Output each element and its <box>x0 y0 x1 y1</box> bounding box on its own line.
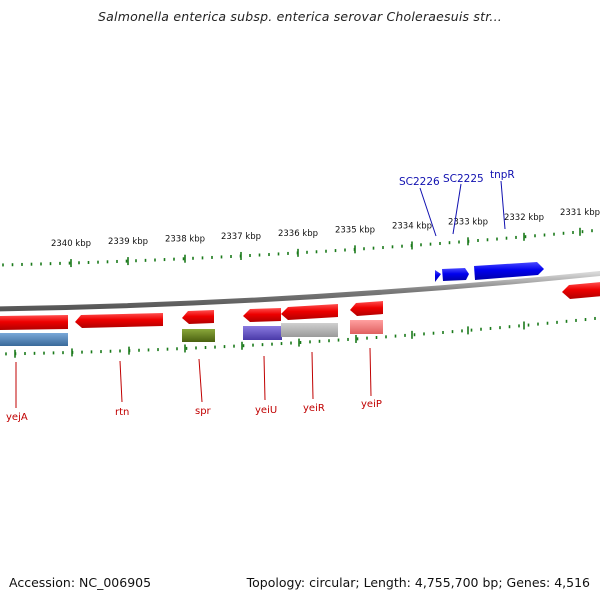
cog-bar-yeir <box>281 323 338 337</box>
leader-sc2226 <box>419 187 437 237</box>
gene-arrow-yeir[interactable] <box>281 304 338 320</box>
ruler-kbp-label: 2334 kbp <box>392 221 432 231</box>
gene-label-tnpr[interactable]: tnpR <box>490 169 515 181</box>
cog-bar-yeiu <box>243 326 282 340</box>
leader-yeiu <box>263 355 266 401</box>
lower-ruler <box>5 316 596 358</box>
gene-arrow-offscreen-right[interactable] <box>562 282 600 299</box>
cog-category-bars <box>0 320 383 346</box>
forward-genes <box>435 262 544 282</box>
cog-bar-yeja <box>0 333 68 346</box>
gene-labels: SC2226 SC2225 tnpR yejA rtn spr yeiU yei… <box>6 169 515 423</box>
ruler-kbp-label: 2332 kbp <box>504 213 544 223</box>
leader-rtn <box>119 360 123 403</box>
upper-ruler: 2340 kbp 2339 kbp 2338 kbp 2337 kbp 2336 kbp… <box>2 208 600 268</box>
gene-arrow-yeip[interactable] <box>350 301 383 316</box>
gene-arrow-yeja[interactable] <box>0 315 68 330</box>
ruler-kbp-label: 2337 kbp <box>221 232 261 242</box>
label-leaders <box>15 180 506 408</box>
gene-label-yeja[interactable]: yejA <box>6 412 28 423</box>
gene-arrow-tnpr[interactable] <box>474 262 544 280</box>
gene-arrow-sc2226[interactable] <box>435 270 441 282</box>
gene-label-rtn[interactable]: rtn <box>115 407 129 418</box>
cog-bar-yeip <box>350 320 383 334</box>
leader-yeir <box>311 351 314 400</box>
genome-backbone <box>0 270 600 312</box>
ruler-kbp-label: 2340 kbp <box>51 239 91 249</box>
genome-summary-text: Topology: circular; Length: 4,755,700 bp… <box>246 575 590 590</box>
ruler-kbp-label: 2335 kbp <box>335 225 375 235</box>
leader-tnpr <box>500 180 506 230</box>
reverse-genes <box>0 282 600 330</box>
ruler-kbp-label: 2333 kbp <box>448 217 488 227</box>
gene-label-spr[interactable]: spr <box>195 406 212 417</box>
map-title: Salmonella enterica subsp. enterica sero… <box>98 9 502 24</box>
ruler-kbp-label: 2331 kbp <box>560 208 600 218</box>
gene-arrow-yeiu[interactable] <box>243 308 281 322</box>
ruler-kbp-label: 2338 kbp <box>165 235 205 245</box>
ruler-kbp-label: 2336 kbp <box>278 229 318 239</box>
leader-yeip <box>369 347 372 397</box>
gene-label-yeip[interactable]: yeiP <box>361 399 382 410</box>
cog-bar-spr <box>182 329 215 342</box>
accession-text: Accession: NC_006905 <box>9 575 152 590</box>
gene-arrow-spr[interactable] <box>182 310 214 324</box>
gene-label-yeiu[interactable]: yeiU <box>255 405 277 416</box>
gene-arrow-sc2225[interactable] <box>442 268 469 281</box>
gene-arrow-rtn[interactable] <box>75 313 163 328</box>
leader-sc2225 <box>452 183 462 235</box>
leader-spr <box>198 358 203 403</box>
ruler-kbp-label: 2339 kbp <box>108 237 148 247</box>
gene-label-yeir[interactable]: yeiR <box>303 403 325 414</box>
gene-label-sc2226[interactable]: SC2226 <box>399 176 440 188</box>
gene-label-sc2225[interactable]: SC2225 <box>443 173 484 185</box>
